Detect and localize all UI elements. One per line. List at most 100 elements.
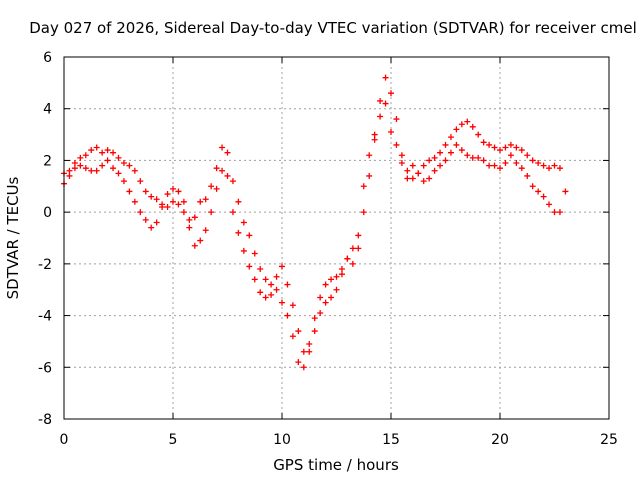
data-point — [447, 134, 454, 141]
data-point — [126, 162, 133, 169]
data-point — [235, 229, 242, 236]
data-point — [131, 167, 138, 174]
data-point — [464, 118, 471, 125]
data-point — [453, 126, 460, 133]
data-point — [93, 144, 100, 151]
data-point — [82, 165, 89, 172]
data-point — [480, 139, 487, 146]
grid-lines — [64, 57, 609, 419]
data-point — [137, 209, 144, 216]
data-point — [311, 315, 318, 322]
data-point — [535, 160, 542, 167]
data-point — [491, 144, 498, 151]
data-point — [475, 154, 482, 161]
y-tick-label: 0 — [43, 205, 52, 221]
data-point — [398, 152, 405, 159]
data-point — [524, 152, 531, 159]
y-tick-label: 4 — [43, 102, 52, 118]
data-point — [518, 147, 525, 154]
data-point — [175, 201, 182, 208]
data-point — [529, 157, 536, 164]
data-point — [208, 209, 215, 216]
y-tick-label: -6 — [38, 360, 52, 376]
data-point — [366, 172, 373, 179]
data-point — [447, 149, 454, 156]
data-point — [349, 245, 356, 252]
data-point — [344, 255, 351, 262]
data-point — [322, 299, 329, 306]
data-point — [409, 175, 416, 182]
y-axis-label: SDTVAR / TECUs — [4, 176, 22, 299]
data-point — [289, 302, 296, 309]
data-point — [186, 216, 193, 223]
data-point — [148, 224, 155, 231]
data-point — [131, 198, 138, 205]
x-tick-label: 20 — [491, 432, 509, 448]
data-point — [393, 141, 400, 148]
data-point — [420, 162, 427, 169]
data-point — [170, 198, 176, 205]
data-point — [240, 247, 247, 254]
data-point — [382, 100, 389, 107]
data-point — [469, 123, 476, 130]
data-point — [77, 154, 84, 161]
data-point — [546, 201, 553, 208]
data-point — [338, 266, 345, 273]
data-point — [235, 198, 242, 205]
data-point — [480, 157, 487, 164]
data-point — [93, 167, 100, 174]
data-point — [382, 74, 389, 81]
data-point — [322, 281, 329, 288]
data-point — [415, 170, 422, 177]
data-point — [540, 162, 547, 169]
x-tick-label: 10 — [273, 432, 291, 448]
x-tick-label: 5 — [169, 432, 178, 448]
data-point — [191, 214, 198, 221]
x-tick-label: 0 — [60, 432, 69, 448]
data-point — [328, 276, 335, 283]
x-axis-label: GPS time / hours — [273, 456, 399, 474]
data-point — [393, 116, 400, 123]
data-point — [115, 170, 122, 177]
data-point — [551, 209, 558, 216]
data-point — [513, 144, 520, 151]
data-point — [328, 294, 335, 301]
data-point — [88, 167, 95, 174]
data-point — [426, 175, 433, 182]
data-point — [404, 175, 411, 182]
data-point — [306, 341, 313, 348]
x-tick-label: 25 — [600, 432, 618, 448]
data-point — [284, 281, 291, 288]
data-point — [458, 147, 465, 154]
data-point — [197, 198, 204, 205]
data-point — [262, 276, 269, 283]
data-point — [153, 196, 160, 203]
data-point — [257, 266, 264, 273]
data-point — [66, 167, 73, 174]
data-point — [420, 178, 427, 185]
data-point — [251, 276, 258, 283]
data-point — [110, 165, 117, 172]
x-tick-label: 15 — [382, 432, 400, 448]
data-point — [284, 312, 291, 319]
data-point — [442, 157, 449, 164]
data-point — [219, 167, 226, 174]
data-point — [273, 273, 280, 280]
data-point — [120, 178, 127, 185]
data-point — [317, 294, 324, 301]
data-point — [360, 183, 367, 190]
data-point — [153, 219, 160, 226]
data-point — [88, 147, 95, 154]
data-point — [208, 183, 215, 190]
data-point — [524, 172, 531, 179]
data-point — [306, 348, 313, 355]
data-point — [104, 147, 111, 154]
data-point — [453, 141, 460, 148]
data-point — [120, 160, 127, 167]
data-point — [197, 237, 204, 244]
data-point — [507, 152, 514, 159]
data-point — [295, 328, 302, 335]
y-tick-label: -8 — [38, 412, 52, 428]
data-point — [126, 188, 133, 195]
